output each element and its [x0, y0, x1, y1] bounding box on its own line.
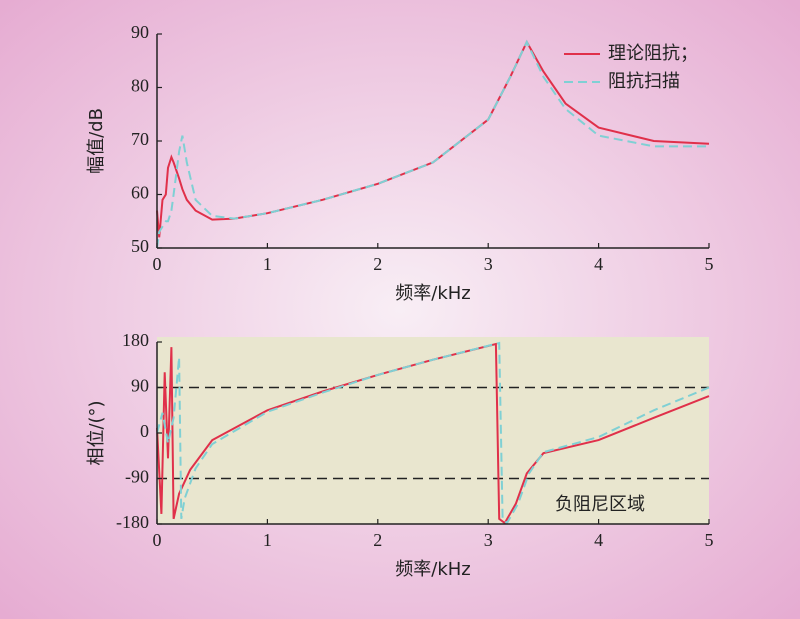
legend-label: 理论阻抗；: [608, 43, 698, 64]
y-tick-label: 80: [131, 76, 149, 96]
y-tick-label: 90: [131, 376, 149, 396]
data-line: [156, 39, 709, 249]
y-axis-label: 相位/(°): [86, 400, 107, 465]
y-axis-label: 幅值/dB: [86, 108, 107, 174]
x-tick-label: 3: [484, 530, 493, 550]
x-tick-label: 5: [705, 530, 714, 550]
x-tick-label: 4: [594, 254, 603, 274]
x-tick-label: 3: [484, 254, 493, 274]
x-tick-label: 1: [263, 254, 272, 274]
x-tick-label: 5: [705, 254, 714, 274]
annotation: 负阻尼区域: [555, 494, 645, 515]
x-tick-label: 4: [594, 530, 603, 550]
x-tick-label: 2: [373, 530, 382, 550]
data-line: [156, 341, 710, 525]
y-tick-label: -180: [116, 512, 149, 532]
x-axis-label: 频率/kHz: [395, 559, 470, 580]
x-tick-label: 2: [373, 254, 382, 274]
legend-label: 阻抗扫描: [608, 71, 680, 92]
x-tick-label: 1: [263, 530, 272, 550]
y-tick-label: 70: [131, 129, 149, 149]
y-tick-label: 180: [122, 330, 149, 350]
y-tick-label: -90: [125, 467, 149, 487]
x-axis-label: 频率/kHz: [395, 283, 470, 304]
x-tick-label: 0: [153, 530, 162, 550]
x-tick-label: 0: [153, 254, 162, 274]
y-tick-label: 60: [131, 183, 149, 203]
y-tick-label: 90: [131, 22, 149, 42]
shaded-region: [157, 337, 709, 524]
y-tick-label: 0: [140, 421, 149, 441]
y-tick-label: 50: [131, 236, 149, 256]
